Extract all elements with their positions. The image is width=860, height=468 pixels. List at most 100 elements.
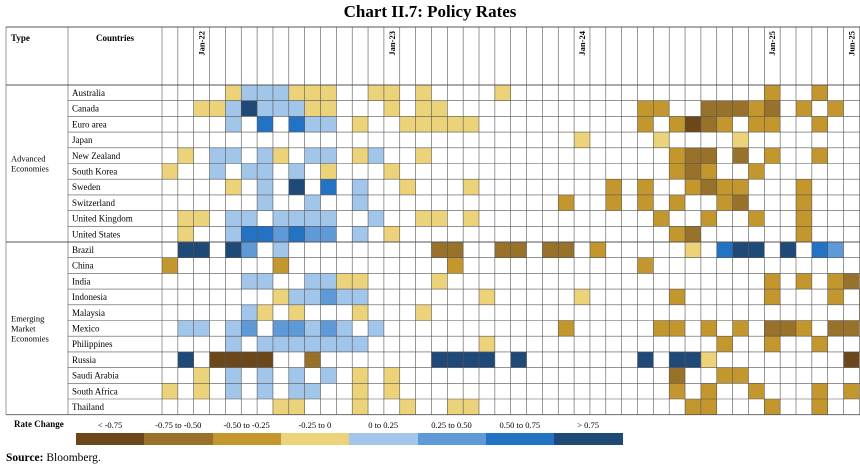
- heatmap-cell: [447, 399, 464, 415]
- heatmap-cell: [463, 116, 479, 133]
- heatmap-cell: [193, 210, 210, 227]
- heatmap-cell: [700, 116, 717, 133]
- heatmap-cell: [288, 179, 305, 195]
- heatmap-cell: [304, 147, 321, 164]
- country-label: Thailand: [72, 402, 104, 412]
- heatmap-cell: [272, 210, 289, 227]
- heatmap-cell: [288, 399, 305, 415]
- heatmap-cell: [447, 257, 464, 274]
- heatmap-cell: [336, 289, 353, 305]
- heatmap-cell: [637, 179, 654, 195]
- heatmap-cell: [796, 179, 812, 195]
- heatmap-cell: [605, 179, 622, 195]
- country-label: India: [72, 276, 91, 286]
- heatmap-cell: [669, 367, 686, 384]
- heatmap-cell: [764, 336, 781, 352]
- heatmap-cell: [352, 116, 369, 133]
- heatmap-cell: [685, 226, 701, 242]
- heatmap-cell: [716, 194, 733, 211]
- country-label: Australia: [72, 88, 105, 98]
- legend-swatch: [280, 433, 350, 445]
- heatmap-cell: [764, 320, 781, 337]
- heatmap-cell: [764, 100, 781, 117]
- legend-label: -0.75 to -0.50: [155, 420, 202, 430]
- heatmap-cell: [383, 226, 400, 242]
- source-note: Source: Bloomberg.: [6, 452, 101, 464]
- heatmap-cell: [685, 116, 701, 133]
- country-label: Canada: [72, 104, 99, 114]
- heatmap-cell: [732, 320, 749, 337]
- heatmap-cell: [811, 147, 828, 164]
- heatmap-cell: [827, 242, 844, 258]
- heatmap-cell: [193, 242, 210, 258]
- heatmap-cell: [177, 351, 194, 368]
- heatmap-cell: [241, 304, 258, 321]
- heatmap-cell: [352, 367, 369, 384]
- heatmap-cell: [764, 147, 781, 164]
- heatmap-cell: [193, 320, 210, 337]
- heatmap-cell: [368, 147, 384, 164]
- heatmap-cell: [304, 100, 321, 117]
- heatmap-cell: [510, 351, 527, 368]
- heatmap-cell: [304, 194, 321, 211]
- heatmap-cell: [257, 85, 273, 101]
- heatmap-cell: [304, 226, 321, 242]
- heatmap-cell: [669, 163, 686, 180]
- heatmap-cell: [558, 194, 575, 211]
- heatmap-cell: [431, 242, 448, 258]
- heatmap-cell: [415, 100, 432, 117]
- heatmap-cell: [415, 116, 432, 133]
- heatmap-cell: [162, 163, 178, 180]
- heatmap-cell: [241, 273, 258, 290]
- heatmap-cell: [700, 210, 717, 227]
- heatmap-cell: [732, 242, 749, 258]
- heatmap-cell: [843, 383, 860, 399]
- heatmap-cell: [257, 100, 273, 117]
- heatmap-cell: [796, 320, 812, 337]
- heatmap-cell: [241, 320, 258, 337]
- heatmap-cell: [225, 336, 242, 352]
- legend-swatch: [144, 433, 214, 445]
- heatmap-cell: [257, 336, 273, 352]
- heatmap-cell: [542, 242, 559, 258]
- heatmap-cell: [431, 351, 448, 368]
- heatmap-cell: [352, 304, 369, 321]
- heatmap-cell: [272, 257, 289, 274]
- heatmap-cell: [193, 383, 210, 399]
- country-label: Philippines: [72, 339, 113, 349]
- heatmap-cell: [272, 242, 289, 258]
- heatmap-cell: [225, 320, 242, 337]
- heatmap-cell: [479, 289, 495, 305]
- heatmap-cell: [716, 116, 733, 133]
- heatmap-cell: [700, 100, 717, 117]
- heatmap-cell: [716, 242, 733, 258]
- heatmap-cell: [177, 147, 194, 164]
- heatmap-cell: [811, 242, 828, 258]
- heatmap-cell: [320, 226, 337, 242]
- heatmap-cell: [352, 273, 369, 290]
- heatmap-cell: [637, 100, 654, 117]
- source-label: Source:: [6, 452, 44, 464]
- heatmap-cell: [748, 210, 765, 227]
- heatmap-cell: [320, 147, 337, 164]
- heatmap-cell: [241, 100, 258, 117]
- country-label: United Kingdom: [72, 214, 133, 224]
- heatmap-cell: [748, 100, 765, 117]
- legend-label: > 0.75: [577, 420, 599, 430]
- heatmap-cell: [827, 289, 844, 305]
- heatmap-cell: [447, 242, 464, 258]
- heatmap-cell: [320, 289, 337, 305]
- heatmap: Type Countries Jan-22 Jan-23 Jan-24 Jan-25 Jun…: [5, 26, 860, 416]
- heatmap-cell: [320, 100, 337, 117]
- heatmap-cell: [177, 210, 194, 227]
- heatmap-cell: [716, 100, 733, 117]
- heatmap-cell: [241, 85, 258, 101]
- heatmap-cell: [764, 85, 781, 101]
- heatmap-cell: [209, 163, 226, 180]
- heatmap-cell: [574, 289, 590, 305]
- heatmap-cell: [320, 320, 337, 337]
- heatmap-cell: [225, 85, 242, 101]
- heatmap-cell: [653, 210, 670, 227]
- heatmap-cell: [669, 320, 686, 337]
- heatmap-cell: [352, 179, 369, 195]
